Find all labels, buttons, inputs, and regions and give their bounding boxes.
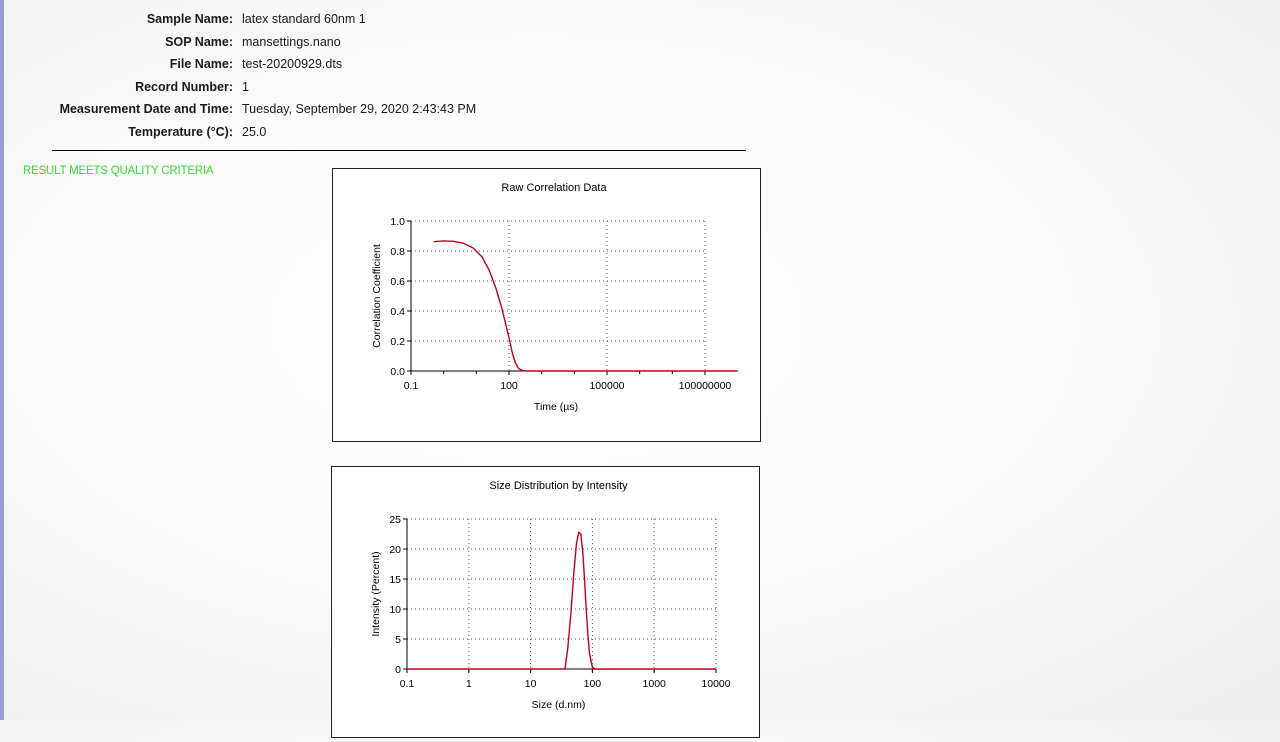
y-tick-label: 0.2: [390, 336, 405, 348]
x-tick-label: 100000000: [679, 380, 732, 392]
x-tick-label: 1: [466, 678, 472, 690]
series-line: [433, 240, 738, 372]
x-tick-label: 100: [584, 678, 602, 690]
chart-title: Size Distribution by Intensity: [489, 480, 628, 492]
x-tick-label: 0.1: [404, 380, 419, 392]
field-label: Temperature (°C):: [128, 125, 233, 139]
x-tick-label: 10: [525, 678, 537, 690]
header-divider: [52, 150, 746, 151]
y-axis-label: Intensity (Percent): [370, 551, 382, 636]
left-accent-rule: [0, 0, 4, 720]
y-tick-label: 15: [389, 574, 401, 586]
quality-status-text: RESULT MEETS QUALITY CRITERIA: [23, 165, 214, 177]
x-tick-label: 1000: [643, 678, 667, 690]
info-row-sop-name: SOP Name: mansettings.nano: [0, 35, 700, 57]
field-value: mansettings.nano: [242, 35, 341, 49]
x-axis-label: Time (µs): [534, 401, 578, 413]
raw-correlation-chart: Raw Correlation Data 0.0 0.2 0.4 0.6 0.8 1.0 0.…: [371, 182, 738, 413]
field-value: 1: [242, 80, 249, 94]
y-tick-label: 25: [389, 514, 401, 526]
field-value: latex standard 60nm 1: [242, 12, 366, 26]
field-label: Record Number:: [135, 80, 233, 94]
x-axis-label: Size (d.nm): [532, 699, 586, 711]
size-distribution-chart-box: Size Distribution by Intensity 0 5 10 15 20 25…: [331, 466, 760, 738]
x-tick-label: 100: [500, 380, 518, 392]
chart-title: Raw Correlation Data: [501, 182, 607, 194]
field-label: Measurement Date and Time:: [59, 102, 233, 116]
info-row-measurement-date: Measurement Date and Time: Tuesday, Sept…: [0, 102, 700, 124]
info-row-temperature: Temperature (°C): 25.0: [0, 125, 700, 147]
raw-correlation-chart-box: Raw Correlation Data 0.0 0.2 0.4 0.6 0.8 1.0 0.…: [332, 168, 761, 442]
y-tick-label: 0: [395, 664, 401, 676]
y-axis-label: Correlation Coefficient: [371, 244, 383, 348]
field-label: SOP Name:: [165, 35, 233, 49]
field-value: 25.0: [242, 125, 267, 139]
y-tick-label: 10: [389, 604, 401, 616]
field-value: test-20200929.dts: [242, 57, 343, 71]
field-value: Tuesday, September 29, 2020 2:43:43 PM: [242, 102, 477, 116]
y-tick-label: 0.0: [390, 366, 405, 378]
x-tick-label: 100000: [589, 380, 624, 392]
y-tick-label: 1.0: [390, 216, 405, 228]
info-row-record-number: Record Number: 1: [0, 80, 700, 102]
y-tick-label: 0.8: [390, 246, 405, 258]
y-tick-label: 20: [389, 544, 401, 556]
info-row-file-name: File Name: test-20200929.dts: [0, 57, 700, 79]
x-tick-label: 10000: [701, 678, 730, 690]
info-row-sample-name: Sample Name: latex standard 60nm 1: [0, 12, 700, 34]
field-label: Sample Name:: [146, 12, 233, 26]
y-tick-label: 0.6: [390, 276, 405, 288]
size-distribution-chart: Size Distribution by Intensity 0 5 10 15 20 25…: [370, 480, 731, 711]
y-tick-label: 5: [395, 634, 401, 646]
y-tick-label: 0.4: [390, 306, 405, 318]
x-tick-label: 0.1: [400, 678, 415, 690]
series-line: [407, 531, 716, 670]
field-label: File Name:: [169, 57, 233, 71]
